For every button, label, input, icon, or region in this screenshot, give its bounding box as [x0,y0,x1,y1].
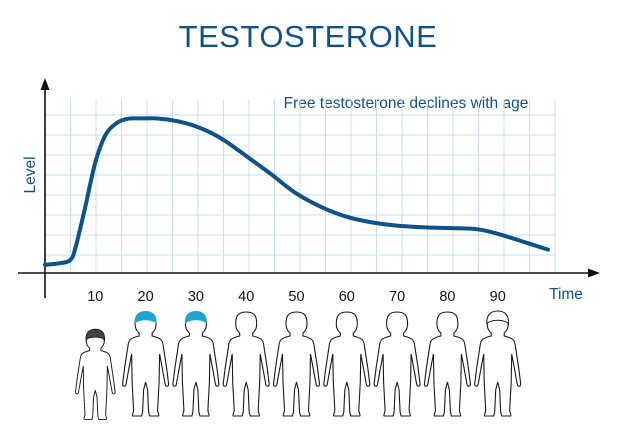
chart-title: TESTOSTERONE [179,19,438,54]
chart-subtitle: Free testosterone declines with age [284,95,529,112]
x-tick-label: 90 [490,289,506,305]
age-figure-50 [272,311,321,417]
y-axis-label: Level [22,156,39,193]
figure-fill-level [323,382,370,416]
x-tick-label: 10 [87,289,103,305]
age-figure-80 [423,311,471,417]
figure-fill-level [374,393,421,416]
age-figure-70 [373,311,421,417]
figure-fill-level [424,403,471,416]
age-figure-90 [474,310,522,417]
age-figure-10 [75,328,116,420]
testosterone-curve [43,116,550,267]
age-figures [75,310,522,420]
y-axis-arrow [40,78,50,90]
x-tick-label: 50 [288,289,304,305]
x-axis-label: Time [549,286,583,303]
x-tick-label: 70 [389,289,405,305]
age-figure-20 [122,311,170,417]
figure-fill-level [474,409,521,416]
x-tick-label: 80 [439,289,455,305]
x-tick-label: 60 [339,289,355,305]
age-figure-40 [222,311,270,417]
age-figure-60 [323,311,371,417]
x-tick-label: 20 [138,289,154,305]
grid [44,100,556,272]
x-tick-label: 40 [238,289,254,305]
x-axis-arrow [588,268,600,278]
x-tick-labels: 10 20 30 40 50 60 70 80 90 [87,289,506,305]
x-tick-label: 30 [188,289,204,305]
age-figure-30 [172,311,220,417]
